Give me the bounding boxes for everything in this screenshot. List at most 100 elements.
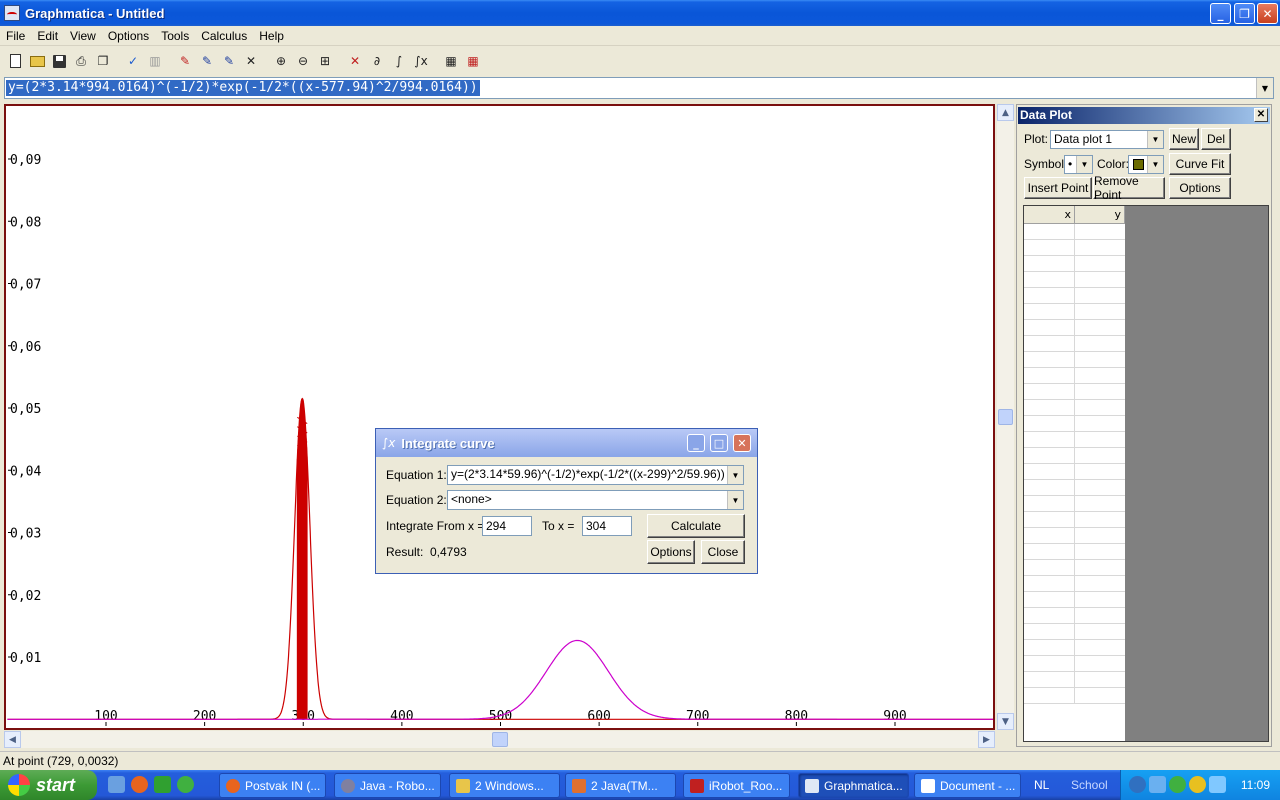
new-file-icon[interactable]: [4, 50, 26, 72]
table-row[interactable]: [1024, 368, 1125, 384]
chevron-down-icon[interactable]: ▼: [1147, 156, 1163, 173]
chevron-down-icon[interactable]: ▼: [1076, 156, 1092, 173]
utorrent-icon[interactable]: [177, 776, 194, 793]
task-java-robo[interactable]: Java - Robo...: [334, 773, 441, 798]
color-select[interactable]: ▼: [1128, 155, 1164, 174]
picture-icon[interactable]: [154, 776, 171, 793]
table-row[interactable]: [1024, 496, 1125, 512]
delete-plot-button[interactable]: Del: [1201, 128, 1231, 150]
table-row[interactable]: [1024, 560, 1125, 576]
menu-options[interactable]: Options: [107, 28, 150, 43]
data-table[interactable]: x y: [1024, 206, 1125, 741]
integrate-from-input[interactable]: 294: [482, 516, 532, 536]
table-view-icon[interactable]: ▦: [445, 54, 457, 68]
menu-view[interactable]: View: [70, 28, 96, 43]
restore-button[interactable]: ❐: [1234, 3, 1255, 24]
scroll-right-icon[interactable]: ▶: [978, 731, 995, 748]
insert-point-button[interactable]: Insert Point: [1024, 177, 1092, 199]
table-row[interactable]: [1024, 672, 1125, 688]
vertical-scroll-thumb[interactable]: [998, 409, 1013, 425]
volume-icon[interactable]: [1209, 776, 1226, 793]
task-windows[interactable]: 2 Windows...: [449, 773, 560, 798]
data-grid[interactable]: x y: [1023, 205, 1269, 742]
vertical-scrollbar[interactable]: ▲ ▼: [997, 104, 1014, 730]
dialog-maximize-icon[interactable]: □: [710, 434, 728, 452]
chevron-down-icon[interactable]: ▼: [727, 491, 743, 509]
tray-arrow-icon[interactable]: [1129, 776, 1146, 793]
table-row[interactable]: [1024, 400, 1125, 416]
scroll-down-icon[interactable]: ▼: [997, 713, 1014, 730]
table-row[interactable]: [1024, 464, 1125, 480]
language-indicator[interactable]: NL: [1034, 778, 1050, 792]
task-postvak[interactable]: Postvak IN (...: [219, 773, 326, 798]
task-graphmatica[interactable]: Graphmatica...: [798, 773, 909, 798]
new-plot-button[interactable]: New: [1169, 128, 1199, 150]
table-row[interactable]: [1024, 416, 1125, 432]
delete-icon[interactable]: ✕: [245, 54, 257, 68]
erase-graph-icon[interactable]: ✎: [223, 54, 235, 68]
menu-calculus[interactable]: Calculus: [201, 28, 248, 43]
chevron-down-icon[interactable]: ▼: [727, 466, 743, 484]
table-row[interactable]: [1024, 240, 1125, 256]
close-button[interactable]: ✕: [1257, 3, 1278, 24]
table-row[interactable]: [1024, 304, 1125, 320]
remove-point-button[interactable]: Remove Point: [1093, 174, 1165, 202]
table-row[interactable]: [1024, 528, 1125, 544]
scroll-left-icon[interactable]: ◀: [4, 731, 21, 748]
task-document[interactable]: Document - ...: [914, 773, 1021, 798]
derivative-icon[interactable]: ∂: [373, 54, 381, 68]
table-row[interactable]: [1024, 640, 1125, 656]
table-row[interactable]: [1024, 256, 1125, 272]
table-row[interactable]: [1024, 384, 1125, 400]
column-header-x[interactable]: x: [1024, 206, 1075, 224]
task-java-tm[interactable]: 2 Java(TM...: [565, 773, 676, 798]
network-icon[interactable]: [1149, 776, 1166, 793]
equation1-select[interactable]: y=(2*3.14*59.96)^(-1/2)*exp(-1/2*((x-299…: [447, 465, 744, 485]
equation-input[interactable]: y=(2*3.14*994.0164)^(-1/2)*exp(-1/2*((x-…: [4, 77, 1274, 99]
menu-edit[interactable]: Edit: [37, 28, 59, 43]
dialog-minimize-icon[interactable]: _: [687, 434, 705, 452]
table-row[interactable]: [1024, 336, 1125, 352]
horizontal-scrollbar[interactable]: ◀ ▶: [4, 731, 995, 748]
menu-file[interactable]: File: [6, 28, 26, 43]
table-row[interactable]: [1024, 288, 1125, 304]
table-row[interactable]: [1024, 624, 1125, 640]
curve-fit-button[interactable]: Curve Fit: [1169, 153, 1231, 175]
minimize-button[interactable]: _: [1210, 3, 1231, 24]
menu-help[interactable]: Help: [259, 28, 284, 43]
data-plot-icon[interactable]: ▦: [467, 54, 479, 68]
utorrent-tray-icon[interactable]: [1169, 776, 1186, 793]
table-row[interactable]: [1024, 656, 1125, 672]
point-tangent-icon[interactable]: ✕: [349, 54, 361, 68]
menu-tools[interactable]: Tools: [161, 28, 190, 43]
horizontal-scroll-thumb[interactable]: [492, 732, 508, 747]
zoom-fit-icon[interactable]: ⊞: [319, 54, 331, 68]
zoom-in-icon[interactable]: ⊕: [275, 54, 287, 68]
table-row[interactable]: [1024, 592, 1125, 608]
firefox-icon[interactable]: [131, 776, 148, 793]
zoom-out-icon[interactable]: ⊖: [297, 54, 309, 68]
table-row[interactable]: [1024, 576, 1125, 592]
table-row[interactable]: [1024, 448, 1125, 464]
show-desktop-icon[interactable]: [108, 776, 125, 793]
tangent-icon[interactable]: ∫: [395, 54, 403, 68]
app-icon[interactable]: [4, 5, 20, 21]
save-icon[interactable]: [48, 50, 70, 72]
copy-icon[interactable]: ❐: [97, 54, 109, 68]
table-row[interactable]: [1024, 688, 1125, 704]
integrate-to-input[interactable]: 304: [582, 516, 632, 536]
equation-dropdown-icon[interactable]: ▼: [1256, 78, 1273, 98]
data-plot-close-icon[interactable]: ✕: [1254, 108, 1268, 122]
symbol-select[interactable]: • ▼: [1064, 155, 1093, 174]
table-row[interactable]: [1024, 480, 1125, 496]
dialog-close-button[interactable]: Close: [701, 540, 745, 564]
print-icon[interactable]: ⎙: [76, 53, 86, 68]
table-row[interactable]: [1024, 432, 1125, 448]
table-row[interactable]: [1024, 224, 1125, 240]
table-row[interactable]: [1024, 320, 1125, 336]
start-button[interactable]: start: [0, 770, 97, 800]
integrate-icon[interactable]: ∫x: [414, 54, 428, 68]
chevron-down-icon[interactable]: ▼: [1147, 131, 1163, 148]
graph-paper-icon[interactable]: ✎: [201, 54, 213, 68]
task-irobot[interactable]: iRobot_Roo...: [683, 773, 790, 798]
